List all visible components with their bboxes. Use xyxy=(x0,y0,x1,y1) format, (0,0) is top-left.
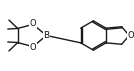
Text: O: O xyxy=(30,19,36,28)
Text: B: B xyxy=(43,31,49,40)
Text: O: O xyxy=(30,43,36,52)
Text: O: O xyxy=(127,31,134,40)
